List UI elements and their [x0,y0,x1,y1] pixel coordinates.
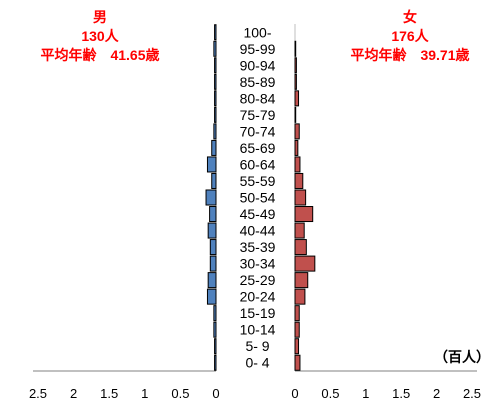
age-group-label: 15-19 [240,305,276,321]
ticks-layer: 100-95-9990-9485-8980-8475-7970-7465-696… [29,24,481,401]
female-bar [294,255,316,272]
age-group-label: 55-59 [240,173,276,189]
female-bar [294,305,300,322]
x-tick-label: 0 [291,386,298,401]
male-bar [213,321,217,338]
male-bar [205,189,217,206]
age-group-label: 10-14 [240,322,276,338]
male-bar [214,24,217,41]
age-group-label: 5- 9 [245,338,269,354]
male-bar [207,222,217,239]
male-bar [214,354,217,371]
female-bar [294,222,305,239]
male-sex-label: 男 [93,9,107,25]
x-tick-label: 2.5 [29,386,47,401]
male-bar [207,272,217,289]
x-tick-label: 2.5 [463,386,481,401]
male-bar [211,172,217,189]
female-bar [294,156,301,173]
bars-layer [205,24,316,371]
female-bar [294,40,297,57]
female-bar [294,172,304,189]
x-tick-label: 0 [212,386,219,401]
age-group-label: 85-89 [240,74,276,90]
male-count-label: 130人 [81,28,119,44]
age-group-label: 25-29 [240,272,276,288]
female-bar [294,57,297,74]
female-bar [294,354,301,371]
unit-label: （百人） [434,349,490,365]
age-group-label: 45-49 [240,206,276,222]
x-tick-label: 0.5 [321,386,339,401]
age-group-label: 30-34 [240,256,276,272]
female-bar [294,90,300,107]
female-bar [294,321,300,338]
age-group-label: 65-69 [240,140,276,156]
male-bar [214,106,217,123]
x-tick-label: 1 [141,386,148,401]
male-bar [206,288,217,305]
male-bar [214,90,217,107]
age-group-label: 75-79 [240,107,276,123]
age-group-label: 60-64 [240,156,276,172]
x-tick-label: 0.5 [171,386,189,401]
header-layer: 男 130人 平均年齢 41.65歳 女 176人 平均年齢 39.71歳 （百… [40,9,490,365]
x-tick-label: 2 [70,386,77,401]
male-bar [209,239,217,256]
age-group-label: 50-54 [240,190,276,206]
x-tick-label: 1 [362,386,369,401]
female-bar [294,272,309,289]
male-bar [213,123,217,140]
female-count-label: 176人 [391,28,429,44]
age-group-label: 0- 4 [245,355,269,371]
x-tick-label: 1.5 [392,386,410,401]
x-tick-label: 2 [433,386,440,401]
male-bar [209,255,217,272]
age-group-label: 20-24 [240,289,276,305]
female-bar [294,106,297,123]
female-bar [294,288,306,305]
male-bar [209,206,217,223]
male-bar [213,305,217,322]
female-sex-label: 女 [403,9,417,25]
male-bar [211,139,217,156]
male-bar [213,40,217,57]
male-bar [206,156,217,173]
age-group-label: 90-94 [240,57,276,73]
age-group-label: 70-74 [240,123,276,139]
female-bar [294,239,307,256]
female-bar [294,73,297,90]
female-bar [294,338,300,355]
female-bar [294,139,299,156]
male-bar [214,57,217,74]
male-bar [214,73,217,90]
age-group-label: 80-84 [240,90,276,106]
age-group-label: 100- [243,24,271,40]
age-group-label: 95-99 [240,41,276,57]
age-group-label: 35-39 [240,239,276,255]
female-bar [294,123,300,140]
male-average-age-label: 平均年齢 41.65歳 [40,47,159,63]
female-average-age-label: 平均年齢 39.71歳 [350,47,469,63]
male-bar [214,338,217,355]
x-tick-label: 1.5 [100,386,118,401]
age-group-label: 40-44 [240,223,276,239]
female-bar [294,206,314,223]
female-bar [294,189,307,206]
